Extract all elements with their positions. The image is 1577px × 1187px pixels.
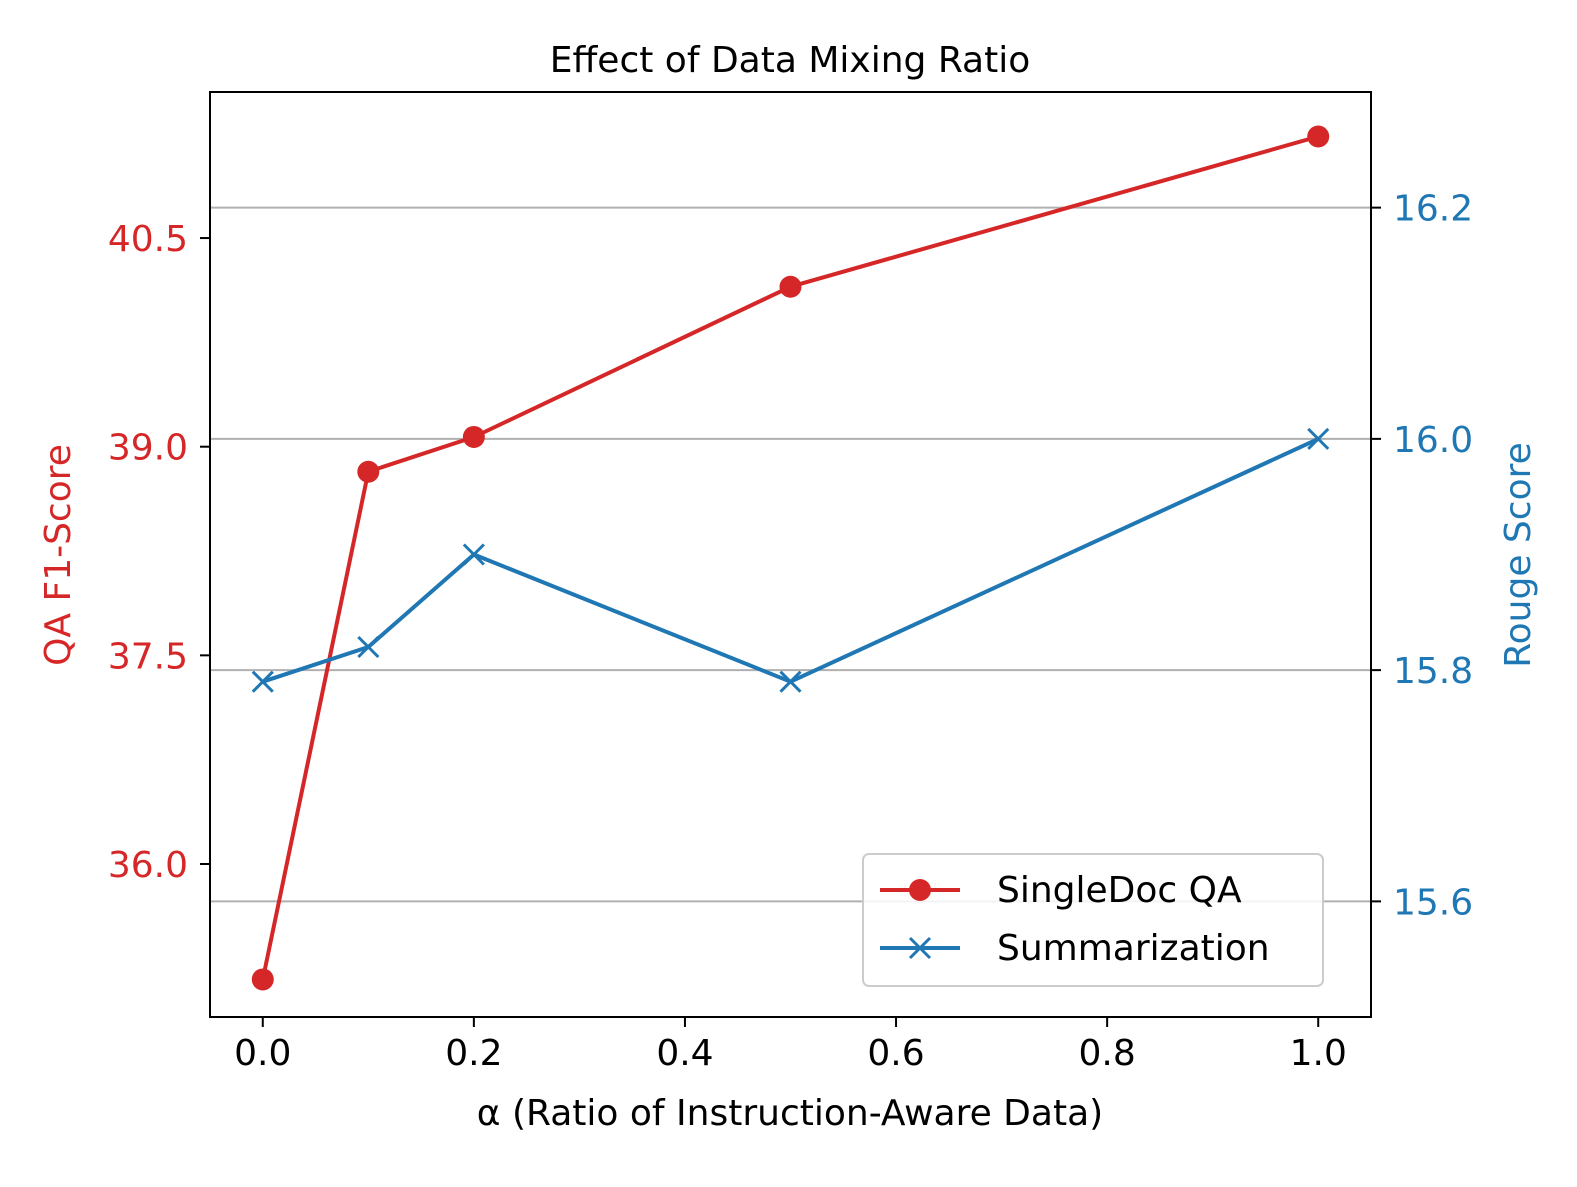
legend-marker-singledoc-qa bbox=[909, 879, 931, 901]
axis-layer: 0.0 0.2 0.4 0.6 0.8 1.0 36.0 37.5 39.0 40.5 15.6 15… bbox=[108, 189, 1473, 1074]
summarization-point-1 bbox=[357, 635, 380, 659]
y-left-tick-label-1: 37.5 bbox=[108, 636, 188, 677]
legend-label-summarization: Summarization bbox=[997, 928, 1270, 969]
y-axis-label-left: QA F1-Score bbox=[38, 444, 79, 666]
x-tick-label-4: 0.8 bbox=[1079, 1033, 1136, 1074]
x-tick-label-1: 0.2 bbox=[445, 1033, 502, 1074]
singledoc-qa-point-2 bbox=[462, 425, 485, 448]
x-axis-label: α (Ratio of Instruction-Aware Data) bbox=[477, 1093, 1103, 1134]
singledoc-qa-point-3 bbox=[779, 275, 802, 298]
plot-frame bbox=[209, 91, 1372, 1018]
y-right-tick-label-1: 15.8 bbox=[1393, 651, 1473, 692]
singledoc-qa-point-4 bbox=[1307, 125, 1330, 148]
summarization-point-3 bbox=[779, 670, 802, 693]
x-tick-label-5: 1.0 bbox=[1290, 1033, 1347, 1074]
x-tick-label-0: 0.0 bbox=[234, 1033, 291, 1074]
chart-title: Effect of Data Mixing Ratio bbox=[550, 40, 1031, 81]
series-layer bbox=[251, 125, 1330, 991]
legend-box bbox=[862, 853, 1324, 987]
y-left-tick-label-3: 40.5 bbox=[108, 219, 188, 260]
x-tick-label-2: 0.4 bbox=[656, 1033, 713, 1074]
x-tick-label-3: 0.6 bbox=[867, 1033, 924, 1074]
y-left-tick-label-0: 36.0 bbox=[108, 845, 188, 886]
singledoc-qa-point-1 bbox=[357, 460, 380, 483]
legend-label-singledoc-qa: SingleDoc QA bbox=[997, 870, 1242, 911]
y-axis-label-right: Rouge Score bbox=[1498, 442, 1539, 668]
summarization-point-4 bbox=[1307, 427, 1330, 450]
y-left-tick-label-2: 39.0 bbox=[108, 428, 188, 469]
y-right-tick-label-3: 16.2 bbox=[1393, 189, 1473, 230]
summarization-point-0 bbox=[251, 670, 274, 693]
singledoc-qa-point-0 bbox=[251, 968, 274, 991]
legend-marker-summarization bbox=[908, 936, 932, 960]
y-right-tick-label-0: 15.6 bbox=[1393, 882, 1473, 923]
legend-marks bbox=[880, 879, 960, 960]
legend: SingleDoc QA Summarization bbox=[862, 853, 1324, 987]
y-right-tick-label-2: 16.0 bbox=[1393, 420, 1473, 461]
summarization-point-2 bbox=[462, 543, 485, 566]
